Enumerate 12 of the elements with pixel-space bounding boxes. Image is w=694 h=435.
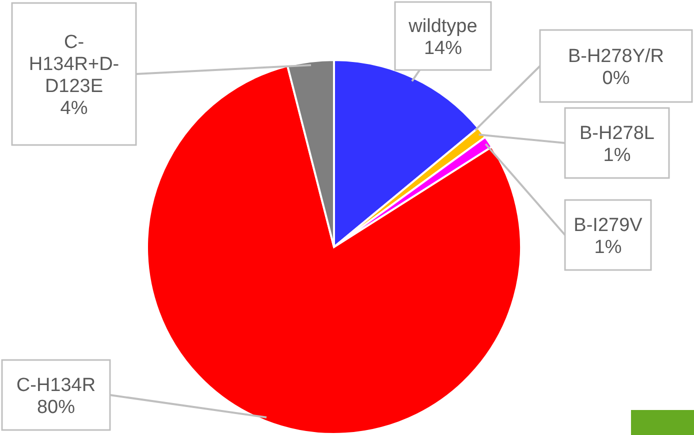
slice-label: wildtype [408, 16, 478, 37]
data-label: 80% [36, 397, 76, 418]
slice-label: B-H278L [580, 123, 654, 144]
slice-label: C-H134R+D-D123E [28, 32, 120, 97]
data-label: 4% [60, 98, 88, 119]
data-label: 1% [603, 145, 631, 166]
slice-label: C-H134R [16, 375, 96, 396]
data-label: 14% [424, 38, 462, 59]
text: 0% [602, 68, 630, 89]
data-label: 1% [594, 237, 622, 258]
category-label: B-H278Y/R [568, 46, 664, 67]
slice-label: B-I279V [574, 215, 643, 236]
